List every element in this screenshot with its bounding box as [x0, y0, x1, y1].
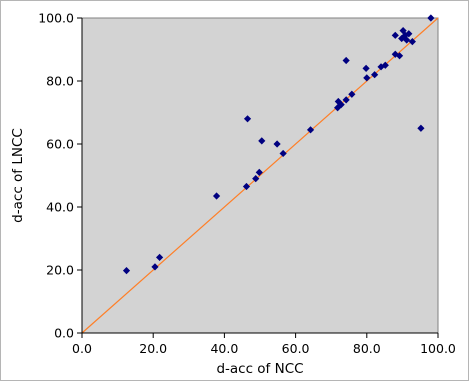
data-point [151, 263, 159, 271]
y-tick-label: 0.0 [54, 326, 74, 341]
data-point [243, 115, 252, 123]
data-point [363, 74, 371, 82]
y-tick-label: 60.0 [46, 137, 74, 152]
data-point [273, 140, 281, 148]
data-point [342, 56, 350, 65]
x-axis: 0.0 20.0 40.0 60.0 80.0 100.0 [72, 332, 456, 356]
data-point [334, 104, 342, 112]
x-tick-label: 20.0 [139, 341, 167, 356]
data-point [342, 96, 350, 104]
data-point [371, 71, 379, 79]
y-tick-label: 40.0 [46, 200, 74, 215]
data-point [212, 192, 221, 200]
x-tick-label: 40.0 [210, 341, 238, 356]
data-point [306, 126, 315, 134]
y-tick-label: 100.0 [38, 11, 74, 26]
y-axis: 0.0 20.0 40.0 60.0 80.0 100.0 [38, 11, 83, 341]
reference-line-y-equals-x [81, 17, 439, 334]
data-point [279, 149, 287, 158]
data-point [362, 64, 370, 72]
y-tick-label: 80.0 [46, 74, 74, 89]
data-point [395, 52, 404, 60]
data-point [427, 14, 435, 22]
data-point [242, 182, 251, 191]
data-point [398, 34, 406, 43]
data-point [405, 30, 413, 38]
x-tick-label: 0.0 [72, 341, 92, 356]
data-point [391, 31, 399, 39]
x-tick-label: 100.0 [420, 341, 456, 356]
data-points [122, 14, 435, 275]
data-point [255, 168, 263, 176]
data-point [122, 267, 131, 275]
data-point [381, 61, 389, 69]
data-point [252, 175, 260, 183]
y-axis-title: d-acc of LNCC [10, 128, 26, 223]
data-point [348, 90, 356, 98]
data-point [403, 36, 411, 44]
data-point [408, 38, 416, 46]
data-point [377, 63, 385, 71]
y-tick-label: 20.0 [46, 263, 74, 278]
data-point [417, 124, 425, 132]
data-point [401, 31, 409, 39]
data-point [156, 253, 164, 261]
x-axis-title: d-acc of NCC [216, 361, 303, 377]
x-tick-label: 60.0 [282, 341, 310, 356]
data-point [258, 137, 266, 145]
x-tick-label: 80.0 [353, 341, 381, 356]
data-point [391, 50, 399, 58]
data-point [337, 101, 345, 109]
